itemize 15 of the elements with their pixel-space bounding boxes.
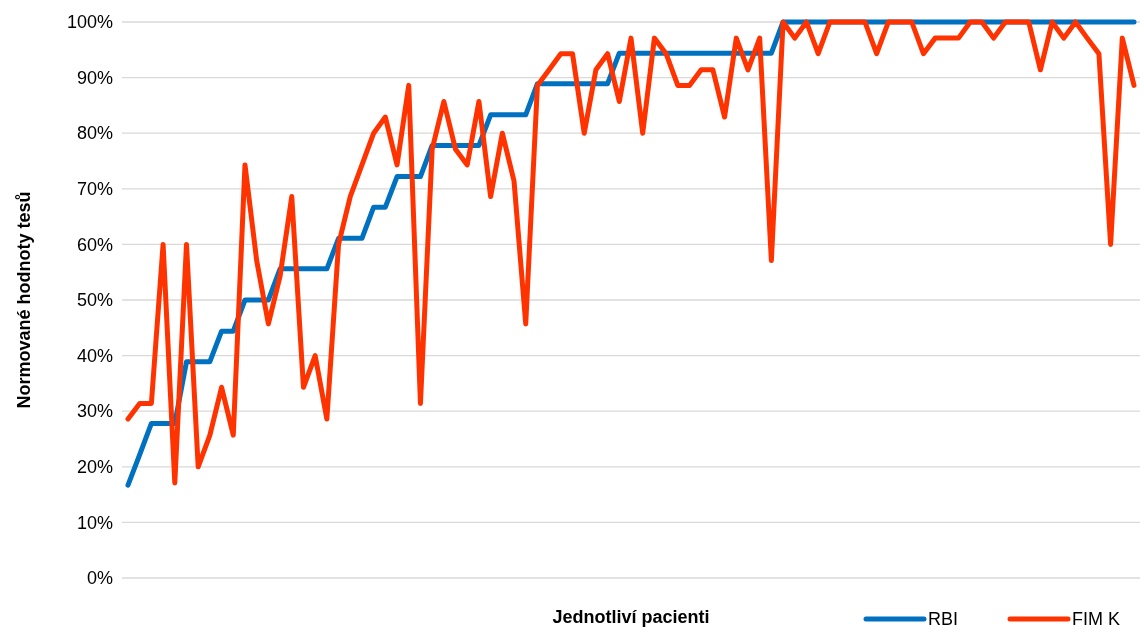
y-tick-label: 30% — [76, 401, 113, 422]
y-axis-title: Normované hodnoty tesů — [14, 191, 34, 409]
y-tick-label: 40% — [76, 345, 113, 366]
legend-label: FIM K — [1072, 609, 1121, 629]
legend-label: RBI — [928, 609, 959, 629]
y-tick-label: 70% — [76, 179, 113, 200]
y-tick-label: 100% — [66, 12, 113, 33]
y-tick-label: 10% — [76, 512, 113, 533]
y-tick-label: 20% — [76, 457, 113, 478]
y-tick-label: 60% — [76, 234, 113, 255]
y-tick-label: 80% — [76, 123, 113, 144]
y-tick-label: 90% — [76, 67, 113, 88]
y-tick-label: 0% — [86, 568, 113, 589]
x-axis-title: Jednotliví pacienti — [552, 607, 710, 627]
y-tick-label: 50% — [76, 290, 113, 311]
